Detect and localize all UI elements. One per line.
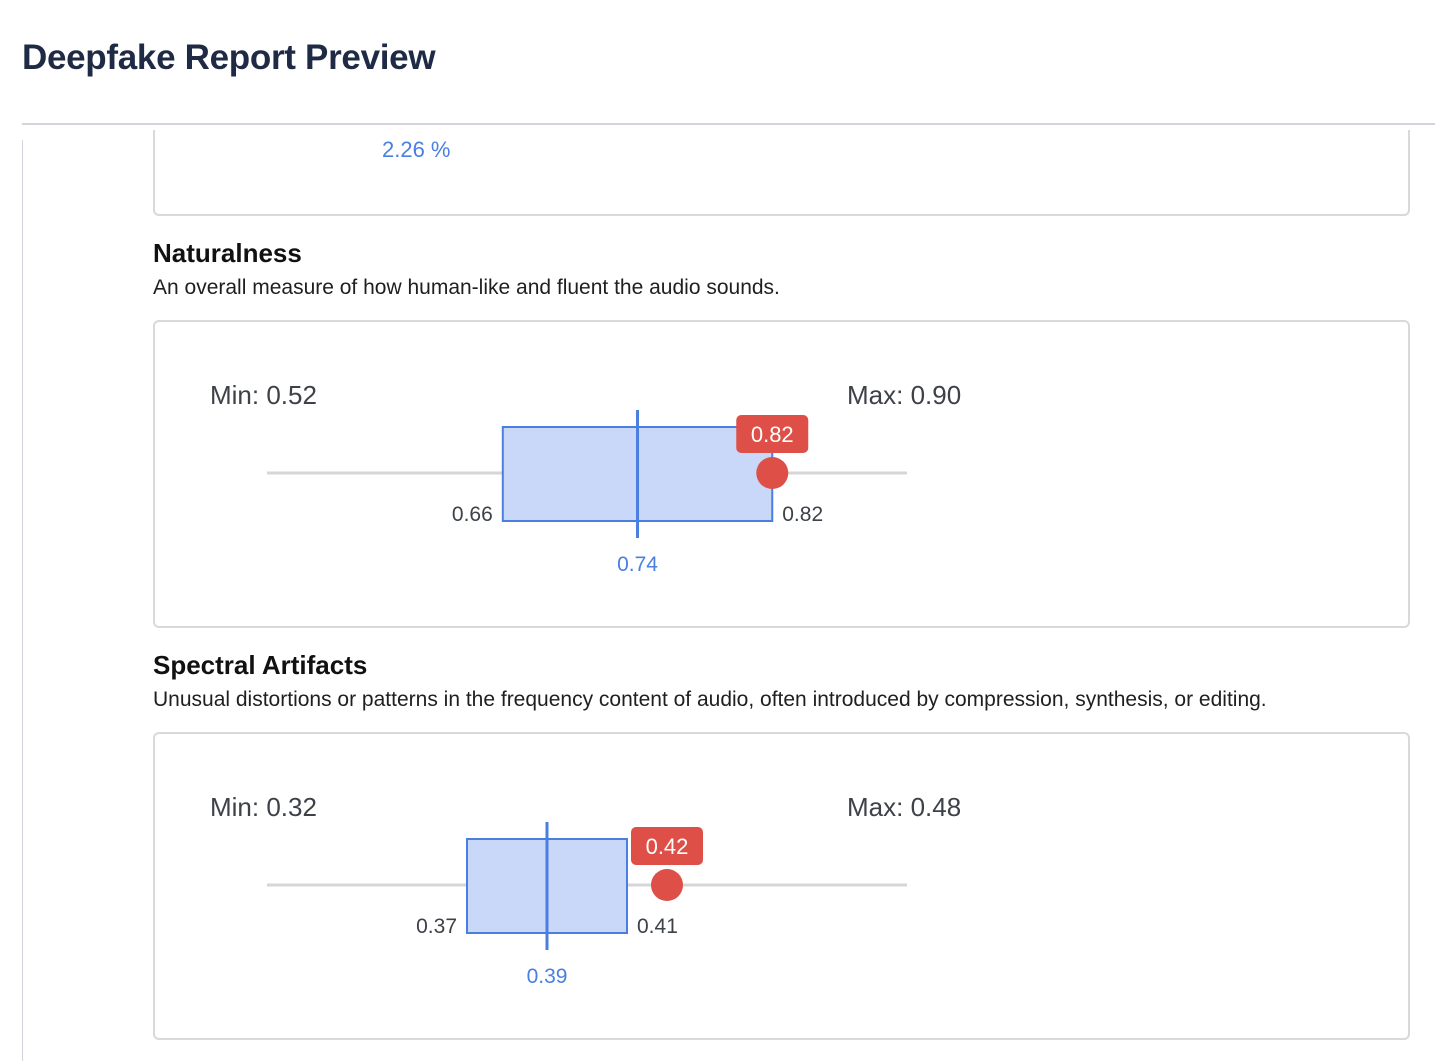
previous-metric-card: 2.26 % [153, 130, 1410, 216]
naturalness-box-chart: 0.66 0.82 0.74 0.82 [267, 410, 907, 576]
naturalness-max-label: Max: 0.90 [847, 380, 962, 410]
left-rail [22, 140, 23, 1061]
naturalness-score-badge [736, 415, 809, 453]
naturalness-score-label: 0.82 [751, 422, 794, 447]
spectral-artifacts-q3-label: 0.41 [637, 915, 678, 938]
naturalness-score-marker [756, 457, 789, 489]
spectral-artifacts-description: Unusual distortions or patterns in the f… [153, 688, 1267, 711]
spectral-artifacts-max-label: Max: 0.48 [847, 792, 962, 822]
naturalness-q3-label: 0.82 [782, 503, 823, 526]
spectral-artifacts-title: Spectral Artifacts [153, 650, 368, 680]
naturalness-median-label: 0.74 [617, 553, 658, 576]
naturalness-q1-label: 0.66 [452, 503, 493, 526]
spectral-artifacts-score-marker [651, 869, 683, 901]
spectral-artifacts-median-label: 0.39 [527, 965, 568, 988]
spectral-artifacts-q1-label: 0.37 [416, 915, 457, 938]
spectral-artifacts-box-chart: 0.37 0.41 0.39 0.42 [267, 822, 907, 988]
header-divider [22, 123, 1435, 125]
previous-metric-value: 2.26 % [382, 137, 451, 162]
spectral-artifacts-min-label: Min: 0.32 [210, 792, 317, 822]
spectral-artifacts-score-label: 0.42 [646, 834, 689, 859]
spectral-artifacts-score-badge [631, 827, 703, 865]
naturalness-card: Min: 0.52 Max: 0.90 0.66 0.82 0.74 0.82 [153, 320, 1410, 628]
naturalness-title: Naturalness [153, 238, 302, 268]
page-title: Deepfake Report Preview [22, 38, 436, 77]
naturalness-min-label: Min: 0.52 [210, 380, 317, 410]
naturalness-description: An overall measure of how human-like and… [153, 276, 780, 299]
spectral-artifacts-card: Min: 0.32 Max: 0.48 0.37 0.41 0.39 0.42 [153, 732, 1410, 1040]
